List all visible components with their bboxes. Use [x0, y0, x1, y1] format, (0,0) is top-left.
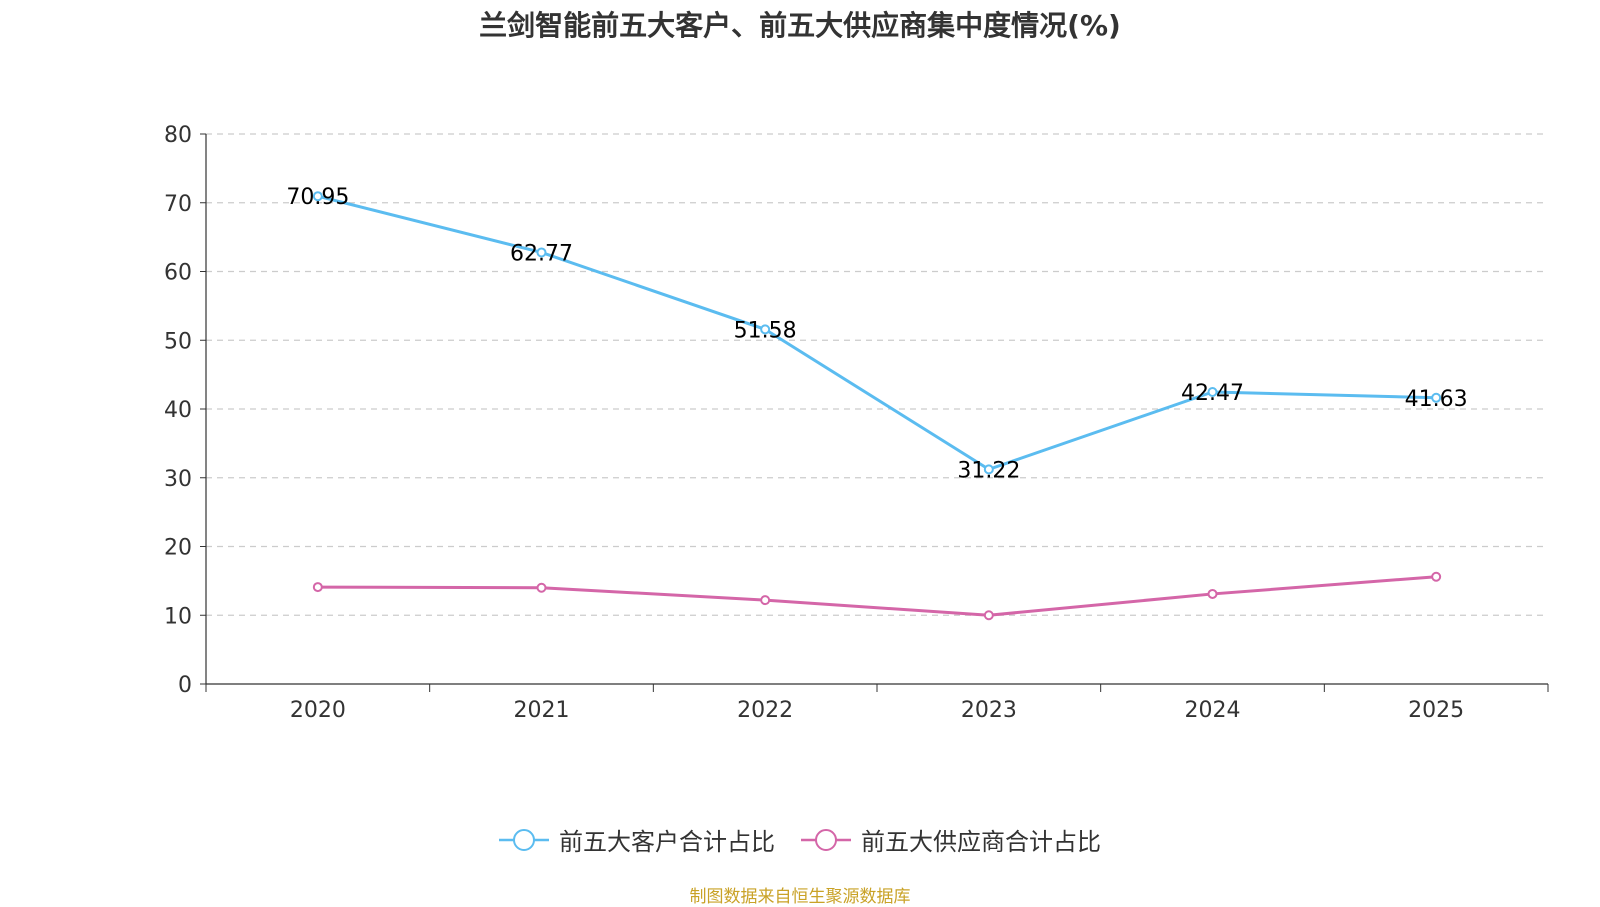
- legend: 前五大客户合计占比 前五大供应商合计占比: [0, 822, 1600, 857]
- data-label-0-2024: 42.47: [1181, 381, 1244, 406]
- legend-marker-suppliers-icon: [801, 828, 851, 851]
- y-tick-label: 0: [178, 673, 192, 698]
- x-tick-label-2022: 2022: [737, 698, 793, 723]
- data-point-1-2020: [312, 582, 323, 593]
- data-point-0-2023: [983, 464, 994, 475]
- series-line-1: [317, 575, 1437, 617]
- x-tick-label-2021: 2021: [514, 698, 570, 723]
- y-tick-label: 80: [164, 123, 192, 148]
- x-tick-label-2025: 2025: [1408, 698, 1464, 723]
- series-line-0: [317, 194, 1437, 471]
- data-point-0-2025: [1431, 392, 1442, 403]
- legend-item-customers[interactable]: 前五大客户合计占比: [499, 822, 775, 857]
- legend-marker-customers-icon: [499, 828, 549, 851]
- y-tick-label: 70: [164, 192, 192, 217]
- data-point-0-2022: [760, 324, 771, 335]
- data-label-0-2020: 70.95: [286, 185, 349, 210]
- data-label-0-2025: 41.63: [1405, 387, 1468, 412]
- y-tick-label: 30: [164, 467, 192, 492]
- y-tick-label: 60: [164, 261, 192, 286]
- data-point-1-2024: [1207, 588, 1218, 599]
- data-label-0-2023: 31.22: [957, 458, 1020, 483]
- data-point-1-2021: [536, 582, 547, 593]
- y-tick-label: 40: [164, 398, 192, 423]
- legend-label-suppliers: 前五大供应商合计占比: [861, 828, 1101, 856]
- legend-label-customers: 前五大客户合计占比: [559, 828, 775, 856]
- x-tick-label-2024: 2024: [1185, 698, 1241, 723]
- chart-title: 兰剑智能前五大客户、前五大供应商集中度情况(%): [479, 9, 1121, 42]
- data-point-1-2023: [983, 610, 994, 621]
- data-point-1-2025: [1431, 571, 1442, 582]
- y-tick-label: 10: [164, 604, 192, 629]
- legend-item-suppliers[interactable]: 前五大供应商合计占比: [801, 822, 1101, 857]
- data-point-1-2022: [760, 595, 771, 606]
- data-point-0-2020: [312, 191, 323, 202]
- data-point-0-2024: [1207, 387, 1218, 398]
- y-tick-label: 50: [164, 329, 192, 354]
- data-source-note: 制图数据来自恒生聚源数据库: [689, 887, 911, 907]
- x-tick-label-2023: 2023: [961, 698, 1017, 723]
- y-tick-label: 20: [164, 536, 192, 561]
- data-point-0-2021: [536, 247, 547, 258]
- data-label-0-2021: 62.77: [510, 241, 573, 266]
- data-label-0-2022: 51.58: [734, 318, 797, 343]
- x-tick-label-2020: 2020: [290, 698, 346, 723]
